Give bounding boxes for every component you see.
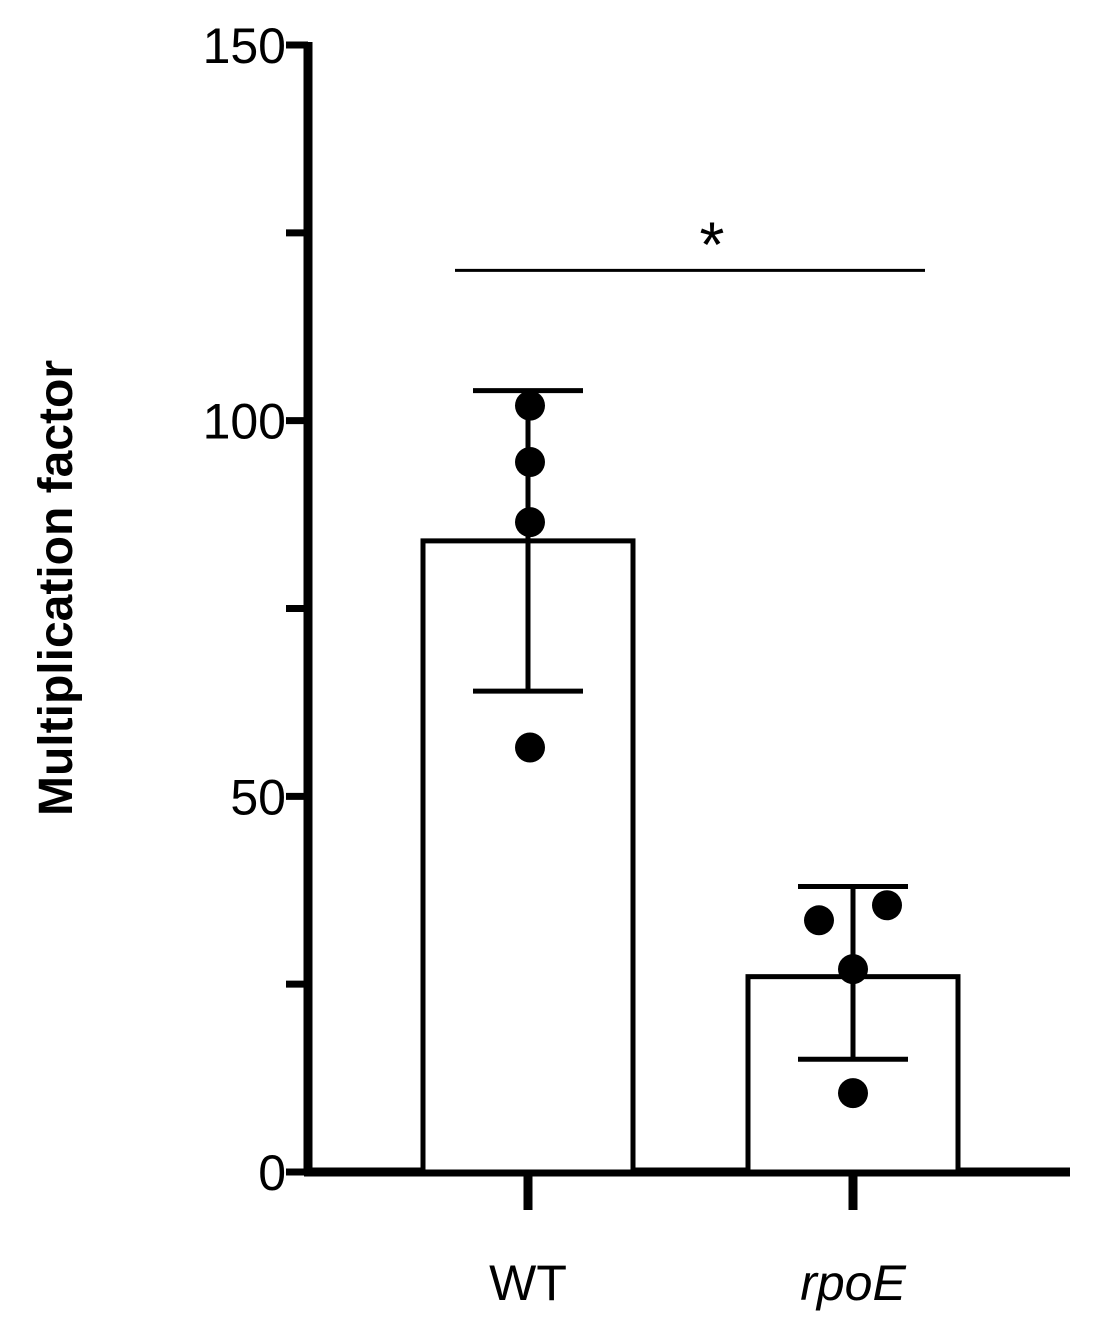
data-point-rpoE (804, 905, 834, 936)
data-point-WT (515, 507, 545, 538)
data-point-WT (515, 732, 545, 763)
x-tick-label-rpoE: rpoE (800, 1255, 906, 1311)
y-tick-label: 150 (203, 18, 286, 74)
y-tick-label: 100 (203, 394, 286, 450)
y-tick-label: 50 (230, 769, 286, 825)
x-tick-label-WT: WT (489, 1255, 567, 1311)
y-tick-label: 0 (258, 1145, 286, 1201)
y-axis-label: Multiplication factor (30, 360, 83, 816)
data-point-rpoE (838, 954, 868, 985)
data-point-rpoE (838, 1078, 868, 1109)
labels: 0 50 100 150 WT rpoE * (203, 18, 925, 1311)
data-point-WT (515, 390, 545, 421)
significance-label: * (700, 208, 725, 280)
data-points (515, 390, 902, 1109)
bars (420, 538, 961, 1175)
data-point-WT (515, 446, 545, 477)
data-point-rpoE (872, 890, 902, 921)
